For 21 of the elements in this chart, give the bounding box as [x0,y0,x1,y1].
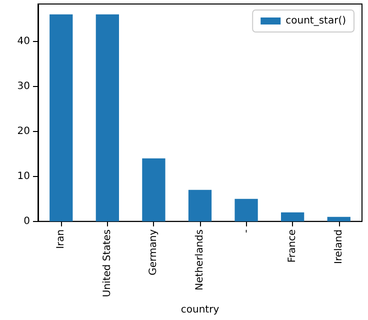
bar [234,198,258,222]
y-tick-label: 20 [17,126,30,137]
bar [327,216,350,222]
y-tick-label: 10 [17,170,30,182]
bar [188,190,212,222]
legend-label: count_star() [286,16,346,26]
x-axis-title: country [180,304,220,316]
bar [281,212,304,222]
y-tick-label: 40 [17,36,30,47]
bar [50,14,73,222]
y-tick-label: 30 [17,80,30,92]
x-tick-label: - [240,228,252,233]
x-tick-label: Germany [148,229,160,276]
x-tick-label: United States [102,229,113,298]
bar [96,14,119,222]
x-tick-label: Netherlands [194,229,206,290]
x-tick-label: France [287,229,298,263]
x-tick-label: Ireland [333,229,344,264]
bar [142,158,166,222]
x-tick-label: Iran [56,229,67,249]
y-tick-label: 0 [24,216,30,227]
